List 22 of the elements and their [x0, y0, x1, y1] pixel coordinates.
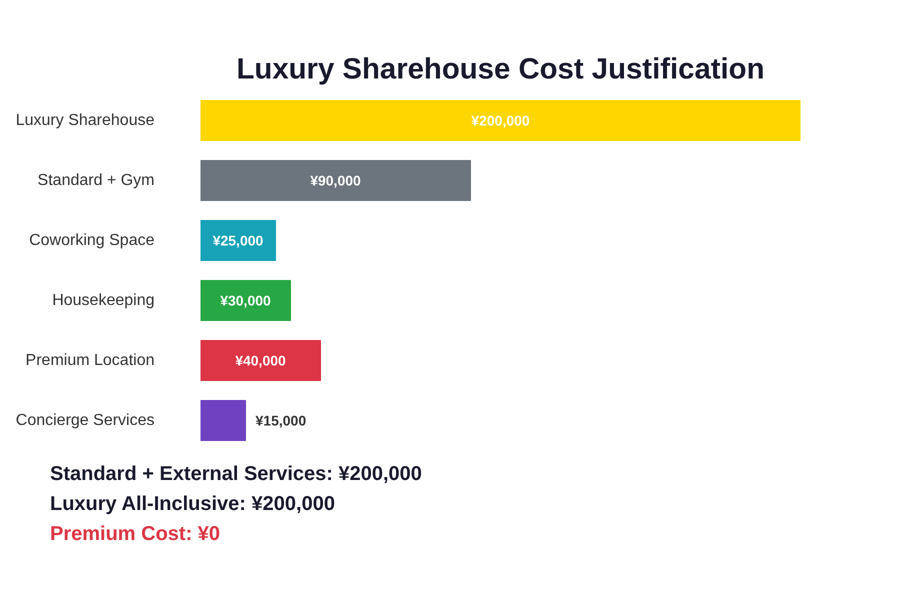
data-label: ¥25,000 — [212, 232, 264, 248]
y-tick-label: Housekeeping — [52, 292, 154, 309]
y-tick-label: Premium Location — [26, 352, 155, 369]
y-tick-label: Coworking Space — [29, 232, 155, 249]
data-label: ¥200,000 — [471, 112, 530, 128]
data-label: ¥15,000 — [256, 412, 306, 428]
text: Premium Cost: ¥0 — [50, 522, 220, 547]
text: Standard + External Services: ¥200,000 — [50, 462, 422, 487]
bar — [200, 100, 800, 142]
data-label: ¥40,000 — [235, 352, 286, 368]
bar — [200, 280, 291, 322]
y-tick-label: Concierge Services — [16, 412, 155, 429]
chart-title: Luxury Sharehouse Cost Justification — [236, 52, 765, 86]
bar — [200, 220, 276, 262]
bar — [200, 340, 321, 382]
text: Luxury All-Inclusive: ¥200,000 — [50, 492, 335, 517]
data-label: ¥90,000 — [310, 172, 362, 188]
bar — [200, 160, 471, 202]
y-tick-label: Luxury Sharehouse — [16, 112, 155, 129]
y-tick-label: Standard + Gym — [38, 172, 155, 189]
bar — [200, 400, 246, 442]
data-label: ¥30,000 — [220, 292, 272, 308]
